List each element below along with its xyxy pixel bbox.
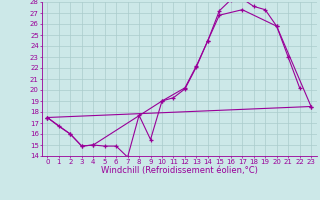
X-axis label: Windchill (Refroidissement éolien,°C): Windchill (Refroidissement éolien,°C) — [101, 166, 258, 175]
